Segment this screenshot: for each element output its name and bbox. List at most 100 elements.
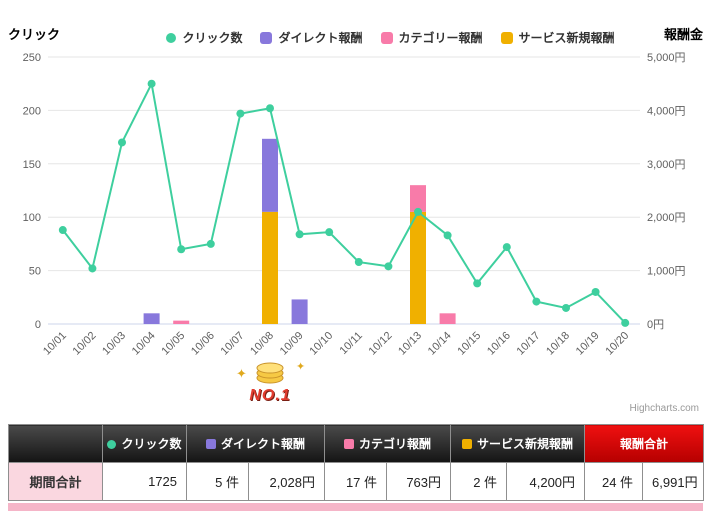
service-amount: 4,200円: [506, 462, 586, 501]
line-marker[interactable]: [118, 138, 126, 147]
x-axis-label: 10/14: [426, 330, 454, 358]
chart-area: 0 0円 50 1,000円 100 2,000円 150 3,000円 200 4,000円 25…: [8, 27, 711, 414]
line-marker[interactable]: [147, 79, 156, 88]
chart-canvas: 0 0円 50 1,000円 100 2,000円 150 3,000円 200 4,000円 25…: [23, 52, 686, 358]
x-axis-label: 10/06: [189, 330, 217, 358]
line-marker[interactable]: [473, 279, 482, 288]
chart-legend: クリック数 ダイレクト報酬 カテゴリー報酬 サービス新規報酬: [70, 29, 711, 46]
legend-label: カテゴリー報酬: [398, 31, 483, 45]
line-series-marker-icon: [166, 32, 177, 43]
x-axis-label: 10/18: [544, 330, 572, 358]
table-row: 期間合計 1725 5 件 2,028円 17 件 763円 2 件 4,200…: [8, 462, 705, 501]
direct-amount: 2,028円: [247, 462, 326, 501]
line-marker[interactable]: [177, 245, 186, 254]
header-service: サービス新規報酬: [450, 424, 586, 463]
left-axis-tick-label: 150: [23, 159, 41, 171]
legend-label: ダイレクト報酬: [278, 31, 363, 45]
line-marker[interactable]: [532, 297, 541, 306]
highcharts-credit-link[interactable]: Highcharts.com: [629, 403, 699, 414]
x-axis-label: 10/05: [159, 330, 187, 358]
x-axis-label: 10/02: [71, 330, 99, 358]
bar-segment[interactable]: [173, 320, 190, 324]
x-axis-label: 10/03: [100, 330, 128, 358]
x-axis-label: 10/08: [248, 330, 276, 358]
line-marker[interactable]: [88, 264, 97, 273]
bar-series-marker-icon: [260, 31, 273, 44]
x-axis-label: 10/19: [574, 330, 602, 358]
table-header-row: クリック数 ダイレクト報酬 カテゴリ報酬 サービス新規報酬 報酬合計: [8, 424, 705, 463]
legend-item-category[interactable]: カテゴリー報酬: [380, 29, 483, 46]
direct-count: 5 件: [186, 462, 249, 501]
line-marker[interactable]: [591, 287, 600, 296]
x-axis-label: 10/07: [219, 330, 247, 358]
legend-item-clicks[interactable]: クリック数: [166, 29, 242, 46]
x-axis-label: 10/11: [338, 330, 365, 357]
header-direct: ダイレクト報酬: [185, 424, 326, 463]
bar-segment[interactable]: [439, 313, 456, 324]
line-marker[interactable]: [206, 239, 215, 248]
bar-series-marker-icon: [380, 31, 393, 44]
line-marker[interactable]: [562, 303, 570, 312]
category-marker-icon: [344, 439, 355, 449]
x-axis-label: 10/17: [515, 330, 543, 358]
x-axis-label: 10/10: [307, 330, 335, 358]
header-total: 報酬合計: [584, 424, 705, 463]
line-marker[interactable]: [414, 207, 422, 216]
line-marker[interactable]: [502, 243, 511, 252]
line-marker[interactable]: [295, 230, 304, 239]
period-total-label: 期間合計: [8, 462, 103, 501]
bar-series-marker-icon: [500, 31, 513, 44]
x-axis-label: 10/20: [603, 330, 631, 358]
no1-badge: ✦ ✦ NO.1: [228, 356, 312, 405]
service-count: 2 件: [450, 462, 508, 501]
left-axis-tick-label: 200: [23, 105, 41, 117]
header-clicks: クリック数: [102, 424, 187, 463]
x-axis-label: 10/15: [455, 330, 483, 358]
line-marker[interactable]: [58, 226, 67, 235]
total-count: 24 件: [584, 462, 644, 501]
left-axis-tick-label: 0: [35, 319, 41, 331]
bar-segment[interactable]: [291, 299, 308, 324]
x-axis-label: 10/09: [278, 330, 306, 358]
legend-label: サービス新規報酬: [518, 31, 615, 45]
legend-label: クリック数: [182, 31, 243, 45]
header-category: カテゴリ報酬: [324, 424, 452, 463]
legend-item-direct[interactable]: ダイレクト報酬: [260, 29, 363, 46]
right-axis-title: 報酬金: [663, 27, 703, 42]
x-axis-label: 10/01: [41, 330, 69, 358]
bar-segment[interactable]: [262, 138, 278, 212]
right-axis-tick-label: 0円: [647, 319, 664, 331]
service-marker-icon: [462, 439, 473, 449]
svg-text:✦: ✦: [236, 366, 247, 381]
bar-segment[interactable]: [143, 313, 160, 324]
line-marker[interactable]: [621, 318, 630, 327]
line-marker[interactable]: [236, 109, 245, 118]
bar-segment[interactable]: [410, 185, 426, 212]
x-axis-label: 10/13: [396, 330, 424, 358]
legend-item-service[interactable]: サービス新規報酬: [500, 29, 615, 46]
line-marker[interactable]: [384, 262, 393, 271]
total-amount: 6,991円: [642, 462, 705, 501]
category-amount: 763円: [386, 462, 452, 501]
bar-segment[interactable]: [262, 211, 278, 324]
line-marker[interactable]: [266, 104, 274, 113]
no1-badge-text: NO.1: [249, 387, 291, 404]
category-count: 17 件: [324, 462, 388, 501]
x-axis-label: 10/12: [367, 330, 395, 358]
svg-text:✦: ✦: [296, 361, 305, 373]
bar-segment[interactable]: [410, 211, 426, 324]
line-marker[interactable]: [325, 228, 334, 237]
coins-icon: ✦ ✦: [236, 361, 305, 384]
right-axis-tick-label: 5,000円: [647, 52, 686, 64]
line-marker[interactable]: [443, 231, 452, 240]
left-axis-tick-label: 50: [29, 266, 41, 278]
line-marker[interactable]: [354, 258, 363, 267]
left-axis-title: クリック: [8, 27, 61, 42]
right-axis-tick-label: 4,000円: [647, 105, 686, 117]
summary-table: クリック数 ダイレクト報酬 カテゴリ報酬 サービス新規報酬 報酬合計 期間合計 …: [8, 424, 705, 501]
right-axis-tick-label: 1,000円: [647, 266, 686, 278]
right-axis-tick-label: 3,000円: [647, 159, 686, 171]
direct-marker-icon: [206, 439, 216, 449]
clicks-total: 1725: [102, 462, 187, 501]
clicks-line-series: [62, 80, 626, 324]
